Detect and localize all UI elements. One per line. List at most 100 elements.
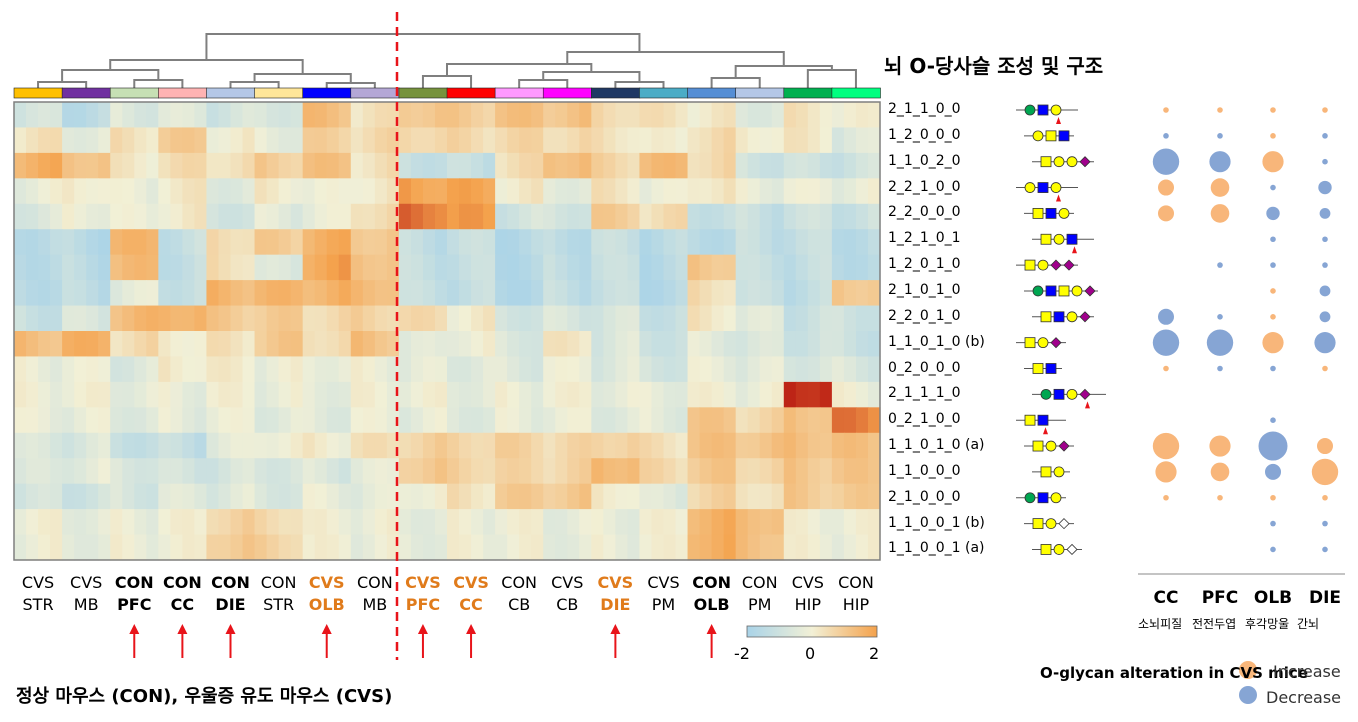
heatmap-subcell: [843, 534, 857, 561]
glycan-square: [1058, 130, 1070, 142]
heatmap-subcell: [86, 152, 99, 179]
heatmap-cell: [398, 509, 448, 536]
heatmap-subcell: [350, 203, 364, 230]
heatmap-subcell: [519, 432, 532, 459]
heatmap-subcell: [386, 407, 400, 434]
heatmap-subcell: [194, 203, 208, 230]
heatmap-subcell: [699, 483, 713, 510]
heatmap-subcell: [422, 432, 436, 459]
heatmap-subcell: [122, 483, 135, 510]
heatmap-subcell: [747, 509, 761, 536]
column-label-con-die: CON DIE: [207, 572, 254, 616]
heatmap-cell: [639, 331, 689, 358]
column-label-cvs-cc: CVS CC: [448, 572, 495, 616]
heatmap-subcell: [471, 280, 484, 307]
heatmap-cell: [302, 509, 352, 536]
heatmap-cell: [831, 331, 881, 358]
heatmap-subcell: [759, 178, 773, 205]
heatmap-cell: [62, 381, 111, 408]
heatmap-subcell: [591, 407, 604, 434]
heatmap-subcell: [459, 127, 472, 154]
heatmap-subcell: [855, 305, 869, 332]
heatmap-subcell: [471, 102, 484, 129]
heatmap-subcell: [158, 229, 171, 256]
column-label-condition: CON: [838, 573, 874, 592]
heatmap-cell: [735, 305, 785, 332]
heatmap-subcell: [735, 331, 749, 358]
dendrogram-branch-14: [734, 65, 833, 78]
heatmap-subcell: [158, 381, 171, 408]
bubble-decrease: [1152, 329, 1180, 356]
heatmap-subcell: [807, 381, 821, 408]
heatmap-subcell: [471, 178, 484, 205]
glycan-circle: [1071, 285, 1083, 297]
heatmap-subcell: [38, 381, 51, 408]
heatmap-subcell: [771, 127, 785, 154]
heatmap-subcell: [723, 381, 737, 408]
heatmap-subcell: [831, 509, 845, 536]
glycan-circle: [1053, 233, 1065, 245]
heatmap-cell: [831, 432, 881, 459]
heatmap-subcell: [242, 534, 256, 561]
heatmap-subcell: [14, 127, 27, 154]
bubble-decrease: [1206, 329, 1234, 356]
dendrogram-branch-6: [109, 59, 304, 74]
heatmap-subcell: [158, 254, 171, 281]
heatmap-subcell: [483, 356, 496, 383]
bubble-decrease: [1152, 148, 1180, 175]
glycan-label: 1_1_0_1_0 (b): [888, 333, 985, 350]
heatmap-subcell: [495, 229, 508, 256]
heatmap-subcell: [651, 203, 665, 230]
heatmap-subcell: [374, 254, 388, 281]
heatmap-cell: [639, 509, 689, 536]
heatmap-subcell: [338, 152, 352, 179]
heatmap-subcell: [398, 432, 412, 459]
heatmap-subcell: [675, 178, 689, 205]
heatmap-cell: [447, 254, 496, 281]
heatmap-subcell: [206, 356, 220, 383]
heatmap-subcell: [747, 280, 761, 307]
heatmap-subcell: [579, 102, 592, 129]
heatmap-cell: [14, 229, 63, 256]
heatmap-subcell: [615, 229, 629, 256]
bubble-decrease: [1217, 133, 1223, 139]
heatmap-subcell: [242, 254, 256, 281]
heatmap-cell: [14, 203, 63, 230]
heatmap-subcell: [326, 381, 340, 408]
glycan-structure: [1024, 363, 1062, 374]
dendrogram-branch-1: [133, 79, 184, 88]
heatmap-cell: [687, 458, 737, 485]
heatmap-cell: [254, 102, 304, 129]
heatmap-subcell: [218, 509, 232, 536]
heatmap-subcell: [38, 305, 51, 332]
heatmap-subcell: [338, 203, 352, 230]
bubble-column-label-olb: OLB: [1253, 588, 1293, 608]
heatmap-subcell: [735, 102, 749, 129]
bubble-decrease: [1318, 180, 1332, 195]
dendrogram-branch-0: [37, 81, 88, 88]
heatmap-cell: [543, 356, 592, 383]
heatmap-subcell: [543, 280, 556, 307]
bubble-decrease: [1319, 285, 1331, 297]
heatmap-cell: [350, 229, 400, 256]
heatmap-cell: [206, 331, 256, 358]
heatmap-subcell: [254, 178, 268, 205]
heatmap-subcell: [567, 178, 580, 205]
column-label-region: STR: [22, 595, 54, 614]
heatmap-subcell: [603, 152, 616, 179]
heatmap-subcell: [495, 280, 508, 307]
heatmap-cell: [62, 254, 111, 281]
heatmap-subcell: [795, 509, 809, 536]
heatmap-subcell: [122, 356, 135, 383]
bubble-region-label: 소뇌피질: [1138, 617, 1183, 631]
heatmap-subcell: [314, 152, 328, 179]
heatmap-subcell: [158, 534, 171, 561]
heatmap-subcell: [519, 381, 532, 408]
heatmap-subcell: [735, 280, 749, 307]
heatmap-subcell: [519, 458, 532, 485]
heatmap-subcell: [86, 229, 99, 256]
heatmap-subcell: [759, 509, 773, 536]
heatmap-subcell: [591, 152, 604, 179]
heatmap-subcell: [495, 203, 508, 230]
